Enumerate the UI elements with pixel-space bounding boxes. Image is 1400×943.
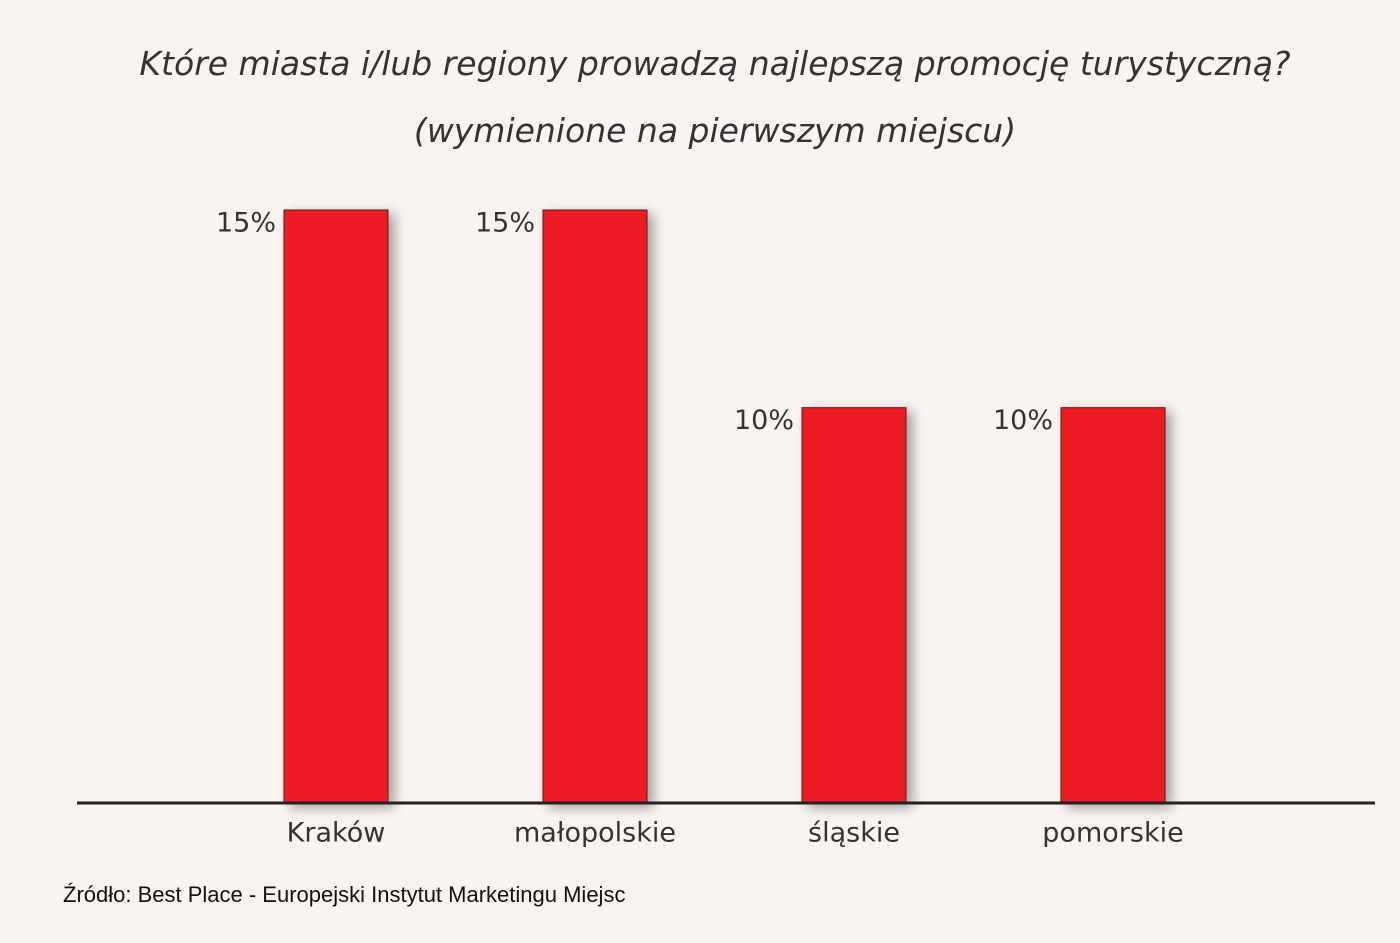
x-tick-label: pomorskie (1042, 818, 1183, 849)
bar (542, 209, 648, 804)
x-tick-label: małopolskie (514, 818, 676, 849)
bar (283, 209, 389, 804)
value-label: 15% (475, 208, 535, 239)
bar (1060, 407, 1166, 804)
bar (801, 407, 907, 804)
source-note: Źródło: Best Place - Europejski Instytut… (63, 882, 626, 907)
value-label: 10% (734, 405, 794, 436)
value-label: 10% (993, 405, 1053, 436)
value-label: 15% (216, 208, 276, 239)
chart-title: Które miasta i/lub regiony prowadzą najl… (139, 44, 1291, 150)
x-tick-label: śląskie (808, 818, 900, 849)
x-tick-label: Kraków (287, 818, 386, 849)
